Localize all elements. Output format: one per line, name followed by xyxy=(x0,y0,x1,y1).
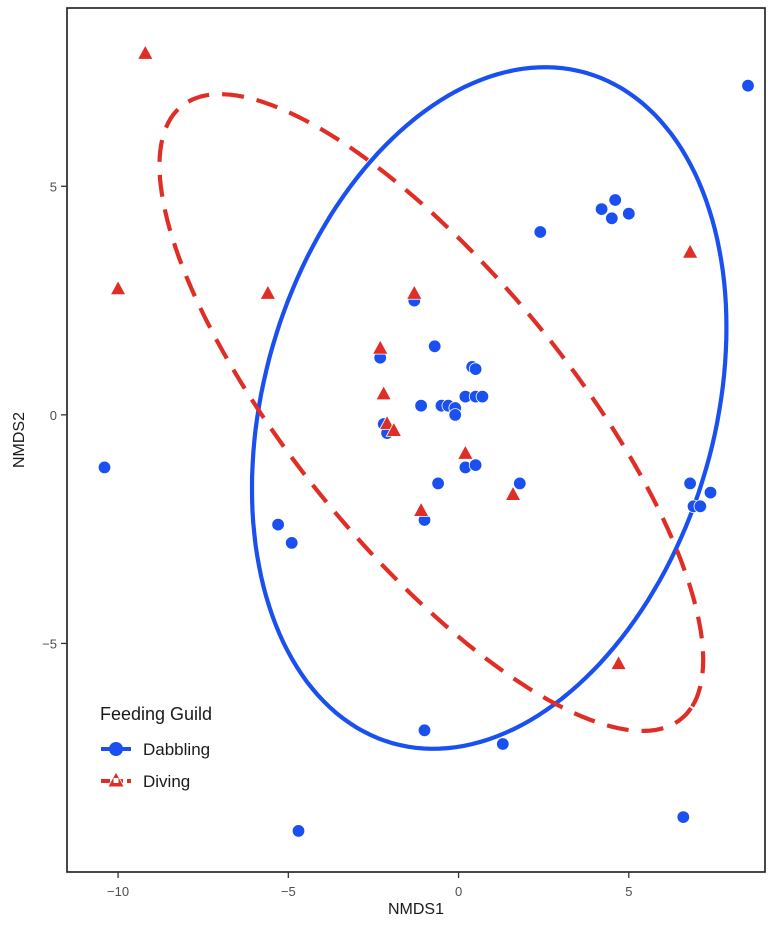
point-dabbling-23 xyxy=(468,458,483,472)
point-dabbling-24 xyxy=(431,476,445,491)
point-dabbling-32 xyxy=(285,536,299,550)
x-tick-label-3: 5 xyxy=(625,884,632,899)
point-dabbling-12 xyxy=(414,399,428,413)
point-diving-9 xyxy=(457,444,474,460)
legend-title: Feeding Guild xyxy=(100,704,212,724)
point-diving-0 xyxy=(136,44,154,60)
point-dabbling-5 xyxy=(622,206,636,221)
point-dabbling-16 xyxy=(448,408,462,422)
point-diving-1 xyxy=(109,279,127,296)
point-dabbling-6 xyxy=(533,225,548,239)
legend-keys xyxy=(101,742,131,788)
legend-key-marker-dabbling xyxy=(109,742,123,756)
ellipse-dabbling xyxy=(249,65,729,751)
point-dabbling-35 xyxy=(676,810,691,824)
x-tick-label-2: 0 xyxy=(455,884,462,899)
point-diving-10 xyxy=(504,485,522,501)
data-points xyxy=(97,44,755,838)
point-dabbling-34 xyxy=(496,737,510,751)
x-tick-label-0: −10 xyxy=(107,884,129,899)
x-tick-label-1: −5 xyxy=(281,884,296,899)
point-dabbling-27 xyxy=(703,485,718,500)
confidence-ellipses xyxy=(157,65,729,751)
point-diving-7 xyxy=(378,414,396,430)
legend: Feeding Guild Dabbling Diving xyxy=(100,704,212,791)
legend-label-dabbling: Dabbling xyxy=(143,740,210,759)
point-dabbling-1 xyxy=(97,460,112,475)
point-diving-4 xyxy=(681,243,699,259)
point-dabbling-36 xyxy=(291,824,306,838)
point-diving-5 xyxy=(371,339,389,355)
point-dabbling-33 xyxy=(417,723,432,738)
point-diving-12 xyxy=(610,654,627,670)
x-axis-title: NMDS1 xyxy=(388,901,444,918)
point-diving-3 xyxy=(405,284,423,300)
y-tick-label-2: 5 xyxy=(50,179,57,194)
point-dabbling-19 xyxy=(475,389,490,404)
point-dabbling-4 xyxy=(605,211,619,226)
point-dabbling-9 xyxy=(428,339,442,354)
point-dabbling-2 xyxy=(594,202,609,216)
legend-key-marker-diving-inner xyxy=(113,778,119,783)
point-dabbling-29 xyxy=(693,499,708,514)
ellipse-diving xyxy=(157,92,706,733)
point-dabbling-0 xyxy=(741,78,755,93)
y-tick-label-1: 0 xyxy=(50,408,57,423)
point-dabbling-31 xyxy=(271,517,285,532)
y-tick-label-0: −5 xyxy=(42,636,57,651)
point-dabbling-3 xyxy=(608,193,622,207)
point-dabbling-25 xyxy=(513,476,527,491)
point-diving-2 xyxy=(259,284,277,300)
point-dabbling-11 xyxy=(468,362,483,376)
point-diving-8 xyxy=(385,421,403,437)
y-axis-title: NMDS2 xyxy=(11,412,28,468)
legend-label-diving: Diving xyxy=(143,772,190,791)
plot-panel xyxy=(66,7,766,873)
point-diving-6 xyxy=(375,384,392,401)
point-dabbling-26 xyxy=(683,476,697,491)
point-diving-11 xyxy=(412,501,430,517)
axes: −10 −5 0 5 −5 0 5 xyxy=(42,179,632,899)
